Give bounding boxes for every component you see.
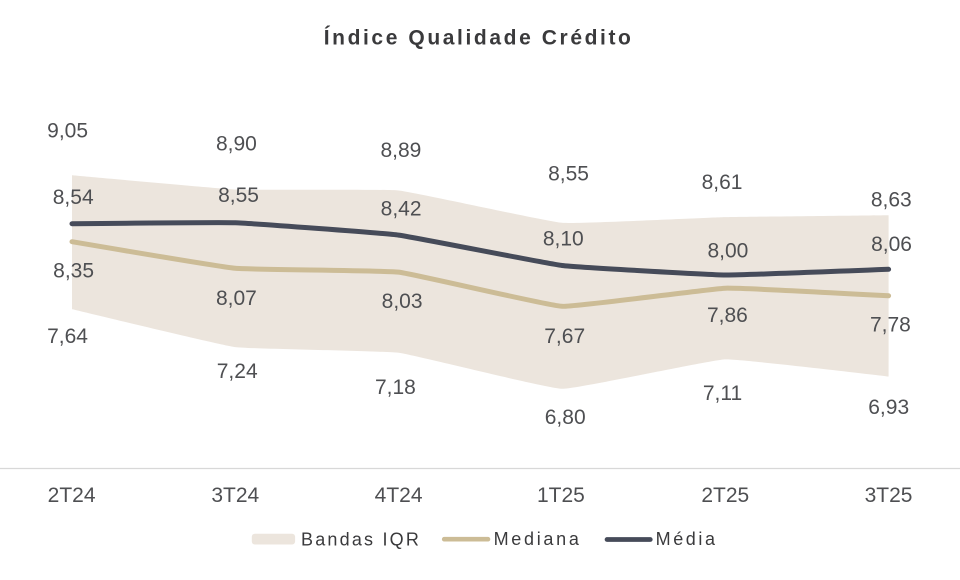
svg-text:8,03: 8,03 bbox=[382, 290, 423, 313]
svg-text:2T25: 2T25 bbox=[701, 484, 749, 507]
svg-text:Índice Qualidade Crédito: Índice Qualidade Crédito bbox=[324, 27, 634, 50]
svg-text:8,06: 8,06 bbox=[871, 233, 912, 256]
svg-text:9,05: 9,05 bbox=[47, 119, 88, 142]
svg-text:8,35: 8,35 bbox=[53, 259, 94, 282]
svg-text:6,80: 6,80 bbox=[545, 406, 586, 429]
svg-text:8,07: 8,07 bbox=[216, 287, 257, 310]
svg-text:8,61: 8,61 bbox=[702, 171, 743, 194]
svg-text:8,42: 8,42 bbox=[381, 197, 422, 220]
svg-text:7,18: 7,18 bbox=[375, 376, 416, 399]
svg-text:1T25: 1T25 bbox=[537, 484, 585, 507]
svg-text:6,93: 6,93 bbox=[868, 396, 909, 419]
svg-text:8,55: 8,55 bbox=[218, 184, 259, 207]
svg-text:7,78: 7,78 bbox=[870, 313, 911, 336]
svg-text:Mediana: Mediana bbox=[494, 529, 582, 549]
svg-text:3T24: 3T24 bbox=[211, 484, 259, 507]
svg-text:7,24: 7,24 bbox=[217, 360, 258, 383]
svg-text:7,86: 7,86 bbox=[707, 304, 748, 327]
svg-text:8,90: 8,90 bbox=[216, 133, 257, 156]
svg-text:3T25: 3T25 bbox=[865, 484, 913, 507]
svg-text:2T24: 2T24 bbox=[48, 484, 96, 507]
svg-text:8,63: 8,63 bbox=[871, 189, 912, 212]
svg-text:4T24: 4T24 bbox=[375, 484, 423, 507]
svg-text:7,11: 7,11 bbox=[703, 382, 742, 405]
svg-text:7,67: 7,67 bbox=[544, 325, 585, 348]
svg-text:8,10: 8,10 bbox=[543, 227, 584, 250]
svg-text:8,55: 8,55 bbox=[548, 162, 589, 185]
svg-text:Bandas IQR: Bandas IQR bbox=[301, 529, 421, 549]
svg-text:8,89: 8,89 bbox=[380, 139, 421, 162]
svg-text:8,54: 8,54 bbox=[53, 186, 94, 209]
svg-text:7,64: 7,64 bbox=[47, 325, 88, 348]
svg-text:Média: Média bbox=[656, 529, 718, 549]
svg-text:8,00: 8,00 bbox=[707, 240, 748, 263]
